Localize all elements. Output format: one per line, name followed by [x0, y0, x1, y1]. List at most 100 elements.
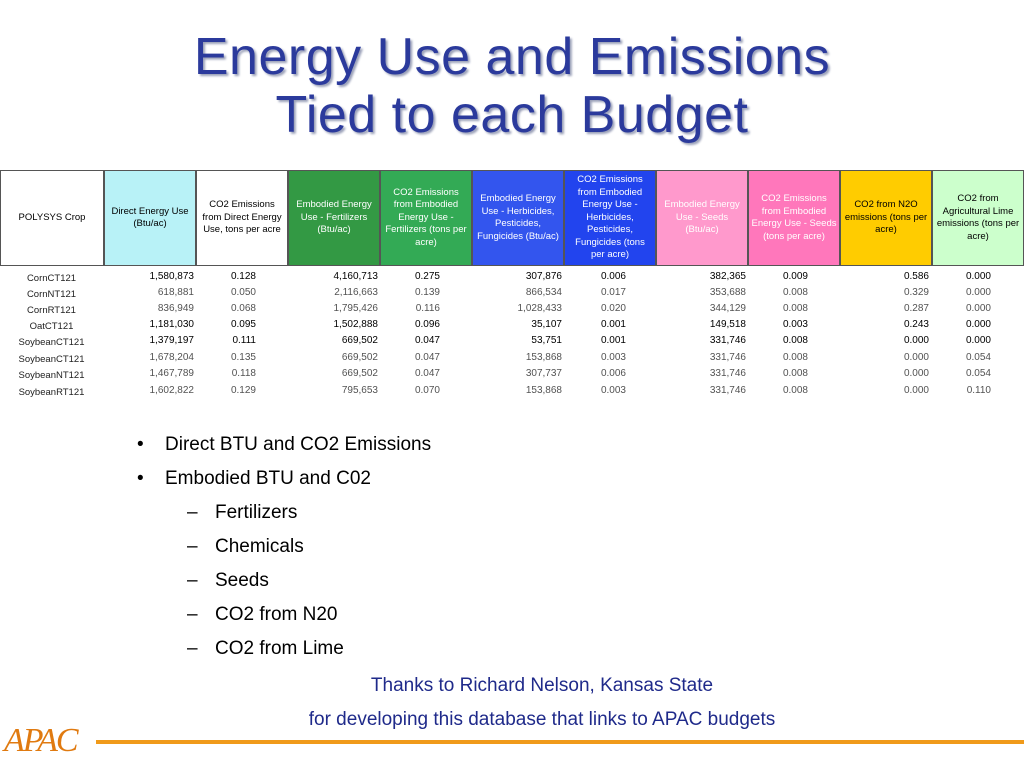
table-cell: 0.003: [600, 352, 626, 363]
column-header-label: CO2 Emissions from Embodied Energy Use -…: [751, 193, 837, 242]
bullet-marker: –: [187, 638, 198, 659]
table-cell: 4,160,713: [333, 271, 379, 282]
slide-title-line-2: Tied to each Budget: [275, 86, 749, 144]
bullet-item: • Embodied BTU and C02: [137, 468, 371, 490]
energy-table: POLYSYS Crop Direct Energy Use (Btu/ac) C…: [0, 170, 1024, 400]
table-cell: 0.116: [415, 303, 440, 314]
table-cell: 0.000: [965, 303, 991, 314]
table-cell: 1,181,030: [149, 319, 195, 330]
bullet-item: – Seeds: [187, 570, 269, 592]
bullet-marker: •: [137, 434, 144, 455]
table-cell: 0.000: [965, 319, 991, 330]
row-crop-label: CornRT121: [27, 305, 76, 316]
column-header-label: CO2 Emissions from Embodied Energy Use -…: [385, 186, 467, 248]
footer-rule: [96, 740, 1024, 744]
table-cell: 35,107: [531, 319, 562, 330]
table-cell: 836,949: [157, 303, 194, 314]
table-cell: 669,502: [341, 352, 378, 363]
table-cell: 1,379,197: [149, 335, 195, 346]
row-crop-label: SoybeanCT121: [18, 337, 85, 348]
bullet-text: CO2 from N20: [215, 604, 338, 625]
table-cell: 0.008: [782, 335, 808, 346]
table-cell: 0.020: [600, 303, 626, 314]
table-cell: 1,795,426: [333, 303, 379, 314]
table-cell: 2,116,663: [334, 287, 378, 298]
table-cell: 0.111: [232, 335, 256, 346]
bullet-marker: –: [187, 570, 198, 591]
table-cell: 331,746: [709, 352, 746, 363]
bullet-marker: –: [187, 604, 198, 625]
table-cell: 0.129: [230, 385, 256, 396]
column-header-label: Embodied Energy Use - Fertilizers (Btu/a…: [296, 199, 372, 236]
table-cell: 1,502,888: [333, 319, 379, 330]
table-cell: 0.000: [903, 352, 929, 363]
row-crop-label: CornCT121: [26, 273, 77, 284]
column-header-label: Embodied Energy Use - Seeds (Btu/ac): [664, 199, 740, 236]
table-cell: 795,653: [341, 385, 378, 396]
bullet-text: CO2 from Lime: [215, 638, 344, 659]
table-cell: 0.329: [903, 287, 929, 298]
credit-line-1: Thanks to Richard Nelson, Kansas State: [370, 675, 714, 696]
table-cell: 866,534: [525, 287, 562, 298]
table-cell: 0.050: [230, 287, 256, 298]
column-header-4: CO2 Emissions from Embodied Energy Use -…: [380, 170, 472, 266]
table-cell: 0.006: [600, 271, 626, 282]
table-cell: 0.070: [414, 385, 440, 396]
table-cell: 1,678,204: [149, 352, 195, 363]
table-cell: 331,746: [709, 335, 746, 346]
table-cell: 0.135: [230, 352, 256, 363]
table-cell: 307,876: [525, 271, 562, 282]
table-cell: 0.008: [782, 368, 808, 379]
table-cell: 0.068: [230, 303, 256, 314]
bullet-item: – Chemicals: [187, 536, 304, 558]
column-header-3: Embodied Energy Use - Fertilizers (Btu/a…: [288, 170, 380, 266]
table-cell: 0.008: [782, 287, 808, 298]
table-cell: 0.001: [600, 319, 626, 330]
row-crop-label: SoybeanRT121: [18, 387, 85, 398]
bullet-marker: –: [187, 536, 198, 557]
table-corner-header: POLYSYS Crop: [0, 170, 104, 266]
table-cell: 0.000: [903, 335, 929, 346]
table-cell: 0.275: [414, 271, 440, 282]
table-cell: 0.000: [965, 271, 991, 282]
column-header-10: CO2 from Agricultural Lime emissions (to…: [932, 170, 1024, 266]
table-cell: 0.003: [782, 319, 808, 330]
apac-logo: APAC: [4, 722, 79, 759]
credit-line-2: for developing this database that links …: [308, 709, 776, 730]
table-cell: 0.287: [903, 303, 929, 314]
column-header-7: Embodied Energy Use - Seeds (Btu/ac): [656, 170, 748, 266]
table-cell: 0.001: [600, 335, 626, 346]
table-cell: 0.000: [903, 385, 929, 396]
table-cell: 0.008: [782, 352, 808, 363]
bullet-text: Fertilizers: [215, 502, 298, 523]
table-cell: 0.000: [965, 287, 991, 298]
column-header-label: CO2 Emissions from Embodied Energy Use -…: [575, 174, 645, 261]
table-cell: 0.047: [414, 352, 440, 363]
bullet-text: Embodied BTU and C02: [165, 468, 371, 489]
table-cell: 153,868: [525, 352, 562, 363]
table-cell: 0.054: [965, 368, 991, 379]
table-cell: 153,868: [525, 385, 562, 396]
bullet-item: – CO2 from Lime: [187, 638, 344, 660]
slide-title-line-1: Energy Use and Emissions: [193, 28, 831, 86]
column-header-2: CO2 Emissions from Direct Energy Use, to…: [196, 170, 288, 266]
table-cell: 0.047: [414, 335, 440, 346]
table-cell: 0.017: [600, 287, 626, 298]
table-cell: 382,365: [709, 271, 746, 282]
table-cell: 0.003: [600, 385, 626, 396]
bullet-text: Direct BTU and CO2 Emissions: [165, 434, 432, 455]
table-cell: 0.000: [903, 368, 929, 379]
table-cell: 0.128: [230, 271, 256, 282]
table-cell: 344,129: [709, 303, 746, 314]
bullet-marker: –: [187, 502, 198, 523]
table-cell: 1,580,873: [149, 271, 195, 282]
table-cell: 669,502: [341, 368, 378, 379]
column-header-8: CO2 Emissions from Embodied Energy Use -…: [748, 170, 840, 266]
column-header-9: CO2 from N2O emissions (tons per acre): [840, 170, 932, 266]
table-cell: 0.139: [414, 287, 440, 298]
column-header-1: Direct Energy Use (Btu/ac): [104, 170, 196, 266]
table-cell: 149,518: [709, 319, 746, 330]
row-crop-label: SoybeanNT121: [18, 370, 85, 381]
column-header-label: CO2 from Agricultural Lime emissions (to…: [936, 193, 1020, 242]
bullet-marker: •: [137, 468, 144, 489]
